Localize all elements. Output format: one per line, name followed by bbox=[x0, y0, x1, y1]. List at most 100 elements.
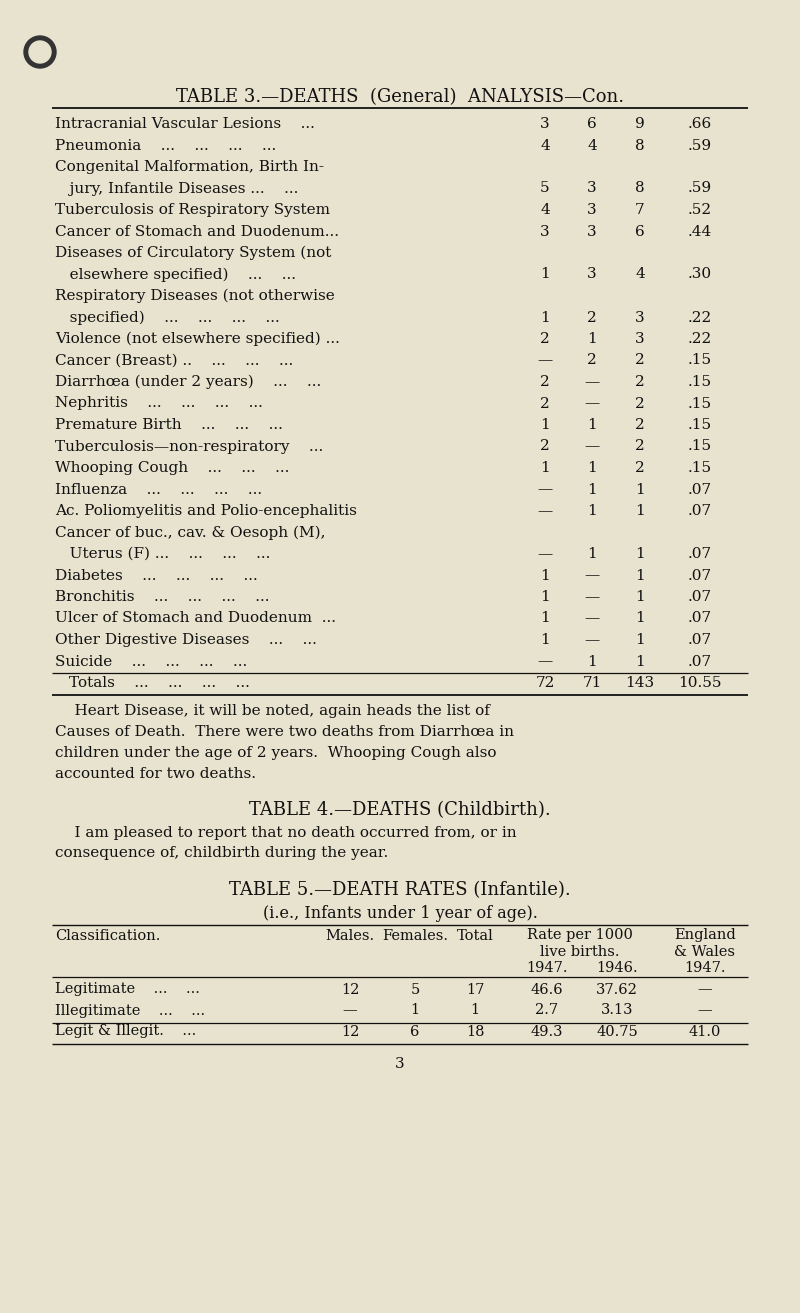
Text: Total: Total bbox=[457, 928, 494, 943]
Text: Premature Birth    ...    ...    ...: Premature Birth ... ... ... bbox=[55, 418, 283, 432]
Text: jury, Infantile Diseases ...    ...: jury, Infantile Diseases ... ... bbox=[55, 181, 298, 196]
Text: Ulcer of Stomach and Duodenum  ...: Ulcer of Stomach and Duodenum ... bbox=[55, 612, 336, 625]
Text: .07: .07 bbox=[688, 633, 712, 647]
Text: 37.62: 37.62 bbox=[596, 982, 638, 997]
Text: 1: 1 bbox=[410, 1003, 419, 1018]
Text: 1: 1 bbox=[540, 612, 550, 625]
Text: & Wales: & Wales bbox=[674, 944, 735, 958]
Text: 1: 1 bbox=[587, 654, 597, 668]
Text: —: — bbox=[584, 440, 600, 453]
Text: 1: 1 bbox=[540, 461, 550, 475]
Text: Suicide    ...    ...    ...    ...: Suicide ... ... ... ... bbox=[55, 654, 247, 668]
Text: —: — bbox=[584, 590, 600, 604]
Text: Females.: Females. bbox=[382, 928, 448, 943]
Text: —: — bbox=[538, 654, 553, 668]
Text: live births.: live births. bbox=[540, 944, 620, 958]
Text: 6: 6 bbox=[587, 117, 597, 131]
Text: Congenital Malformation, Birth In-: Congenital Malformation, Birth In- bbox=[55, 160, 324, 175]
Text: 10.55: 10.55 bbox=[678, 676, 722, 691]
Text: .07: .07 bbox=[688, 504, 712, 519]
Text: TABLE 3.—DEATHS  (General)  ANALYSIS—Con.: TABLE 3.—DEATHS (General) ANALYSIS—Con. bbox=[176, 88, 624, 106]
Text: 3: 3 bbox=[395, 1057, 405, 1071]
Text: 2: 2 bbox=[587, 353, 597, 368]
Text: Cancer (Breast) ..    ...    ...    ...: Cancer (Breast) .. ... ... ... bbox=[55, 353, 294, 368]
Text: 1: 1 bbox=[635, 612, 645, 625]
Text: Uterus (F) ...    ...    ...    ...: Uterus (F) ... ... ... ... bbox=[55, 548, 270, 561]
Text: 3: 3 bbox=[540, 225, 550, 239]
Text: 12: 12 bbox=[341, 982, 359, 997]
Text: 1: 1 bbox=[635, 569, 645, 583]
Text: 2: 2 bbox=[540, 376, 550, 389]
Text: 3.13: 3.13 bbox=[601, 1003, 634, 1018]
Text: .07: .07 bbox=[688, 482, 712, 496]
Text: 1: 1 bbox=[470, 1003, 479, 1018]
Text: .22: .22 bbox=[688, 332, 712, 347]
Text: —: — bbox=[698, 982, 712, 997]
Text: 46.6: 46.6 bbox=[530, 982, 563, 997]
Text: children under the age of 2 years.  Whooping Cough also: children under the age of 2 years. Whoop… bbox=[55, 746, 497, 759]
Text: Diabetes    ...    ...    ...    ...: Diabetes ... ... ... ... bbox=[55, 569, 258, 583]
Text: .07: .07 bbox=[688, 612, 712, 625]
Text: 12: 12 bbox=[341, 1024, 359, 1039]
Text: elsewhere specified)    ...    ...: elsewhere specified) ... ... bbox=[55, 268, 296, 282]
Text: Respiratory Diseases (not otherwise: Respiratory Diseases (not otherwise bbox=[55, 289, 334, 303]
Text: .52: .52 bbox=[688, 204, 712, 217]
Text: —: — bbox=[584, 376, 600, 389]
Text: .59: .59 bbox=[688, 138, 712, 152]
Text: Pneumonia    ...    ...    ...    ...: Pneumonia ... ... ... ... bbox=[55, 138, 276, 152]
Text: 1: 1 bbox=[635, 504, 645, 519]
Text: Other Digestive Diseases    ...    ...: Other Digestive Diseases ... ... bbox=[55, 633, 317, 647]
Text: 2: 2 bbox=[587, 310, 597, 324]
Text: 7: 7 bbox=[635, 204, 645, 217]
Text: 4: 4 bbox=[540, 138, 550, 152]
Text: 6: 6 bbox=[410, 1024, 420, 1039]
Text: 1: 1 bbox=[587, 504, 597, 519]
Text: 71: 71 bbox=[582, 676, 602, 691]
Text: 3: 3 bbox=[587, 181, 597, 196]
Text: 4: 4 bbox=[587, 138, 597, 152]
Text: Bronchitis    ...    ...    ...    ...: Bronchitis ... ... ... ... bbox=[55, 590, 270, 604]
Text: Ac. Poliomyelitis and Polio-encephalitis: Ac. Poliomyelitis and Polio-encephalitis bbox=[55, 504, 357, 519]
Text: 2: 2 bbox=[540, 440, 550, 453]
Text: 2: 2 bbox=[635, 440, 645, 453]
Text: 72: 72 bbox=[535, 676, 554, 691]
Text: .15: .15 bbox=[688, 440, 712, 453]
Text: 1: 1 bbox=[635, 482, 645, 496]
Text: .07: .07 bbox=[688, 654, 712, 668]
Text: —: — bbox=[584, 612, 600, 625]
Text: 1: 1 bbox=[635, 654, 645, 668]
Text: 9: 9 bbox=[635, 117, 645, 131]
Text: 3: 3 bbox=[540, 117, 550, 131]
Text: 1947.: 1947. bbox=[684, 961, 726, 974]
Text: Classification.: Classification. bbox=[55, 928, 160, 943]
Text: .15: .15 bbox=[688, 376, 712, 389]
Text: —: — bbox=[698, 1003, 712, 1018]
Text: Males.: Males. bbox=[326, 928, 374, 943]
Text: Cancer of Stomach and Duodenum...: Cancer of Stomach and Duodenum... bbox=[55, 225, 339, 239]
Text: 40.75: 40.75 bbox=[596, 1024, 638, 1039]
Text: 3: 3 bbox=[587, 204, 597, 217]
Text: .15: .15 bbox=[688, 418, 712, 432]
Text: (i.e., Infants under 1 year of age).: (i.e., Infants under 1 year of age). bbox=[262, 905, 538, 922]
Text: —: — bbox=[538, 548, 553, 561]
Text: .59: .59 bbox=[688, 181, 712, 196]
Text: .07: .07 bbox=[688, 548, 712, 561]
Text: Influenza    ...    ...    ...    ...: Influenza ... ... ... ... bbox=[55, 482, 262, 496]
Text: 4: 4 bbox=[540, 204, 550, 217]
Circle shape bbox=[24, 35, 56, 68]
Text: 17: 17 bbox=[466, 982, 484, 997]
Text: Tuberculosis—non-respiratory    ...: Tuberculosis—non-respiratory ... bbox=[55, 440, 323, 453]
Text: Tuberculosis of Respiratory System: Tuberculosis of Respiratory System bbox=[55, 204, 330, 217]
Text: 5: 5 bbox=[410, 982, 420, 997]
Text: 8: 8 bbox=[635, 138, 645, 152]
Text: Rate per 1000: Rate per 1000 bbox=[527, 928, 633, 943]
Text: 3: 3 bbox=[587, 268, 597, 281]
Text: 1: 1 bbox=[540, 310, 550, 324]
Text: Causes of Death.  There were two deaths from Diarrhœa in: Causes of Death. There were two deaths f… bbox=[55, 725, 514, 738]
Text: 1: 1 bbox=[540, 268, 550, 281]
Text: 3: 3 bbox=[635, 310, 645, 324]
Text: accounted for two deaths.: accounted for two deaths. bbox=[55, 767, 256, 780]
Text: Cancer of buc., cav. & Oesoph (M),: Cancer of buc., cav. & Oesoph (M), bbox=[55, 525, 326, 540]
Text: —: — bbox=[538, 504, 553, 519]
Text: .30: .30 bbox=[688, 268, 712, 281]
